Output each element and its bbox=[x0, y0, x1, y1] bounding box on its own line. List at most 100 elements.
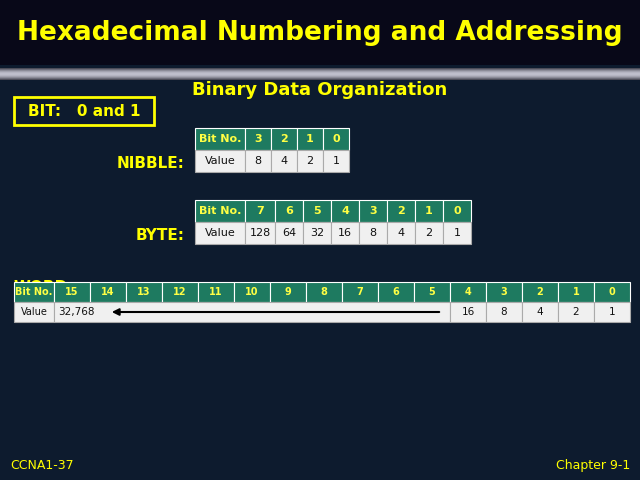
Bar bbox=[195, 200, 245, 222]
Bar bbox=[0, 69, 640, 70]
Text: 12: 12 bbox=[173, 287, 187, 297]
Text: 4: 4 bbox=[397, 228, 404, 238]
Bar bbox=[443, 222, 471, 244]
Text: Chapter 9-1: Chapter 9-1 bbox=[556, 459, 630, 472]
Bar bbox=[245, 200, 275, 222]
Bar bbox=[297, 150, 323, 172]
Text: 10: 10 bbox=[245, 287, 259, 297]
Bar bbox=[275, 200, 303, 222]
Text: 2: 2 bbox=[397, 206, 405, 216]
Text: Bit No.: Bit No. bbox=[199, 134, 241, 144]
Text: 4: 4 bbox=[280, 156, 287, 166]
Text: 1: 1 bbox=[306, 134, 314, 144]
Text: 16: 16 bbox=[461, 307, 475, 317]
Bar bbox=[522, 282, 558, 302]
Text: 7: 7 bbox=[256, 206, 264, 216]
Text: Bit No.: Bit No. bbox=[199, 206, 241, 216]
Bar bbox=[331, 200, 359, 222]
Text: CCNA1-37: CCNA1-37 bbox=[10, 459, 74, 472]
Text: 2: 2 bbox=[307, 156, 314, 166]
Text: 8: 8 bbox=[500, 307, 508, 317]
Bar bbox=[0, 73, 640, 74]
Bar bbox=[54, 282, 90, 302]
Bar bbox=[0, 68, 640, 69]
Text: 8: 8 bbox=[255, 156, 262, 166]
Bar bbox=[378, 282, 414, 302]
Text: 11: 11 bbox=[209, 287, 223, 297]
Text: Bit No.: Bit No. bbox=[15, 287, 52, 297]
Bar bbox=[450, 282, 486, 302]
Bar bbox=[306, 282, 342, 302]
Text: 1: 1 bbox=[609, 307, 615, 317]
Bar bbox=[415, 222, 443, 244]
Text: 1: 1 bbox=[454, 228, 461, 238]
Text: Value: Value bbox=[205, 228, 236, 238]
Bar bbox=[271, 128, 297, 150]
Text: 7: 7 bbox=[356, 287, 364, 297]
Bar bbox=[0, 74, 640, 75]
Text: 2: 2 bbox=[426, 228, 433, 238]
Bar bbox=[0, 76, 640, 77]
Bar bbox=[303, 200, 331, 222]
Bar bbox=[14, 282, 54, 302]
Bar bbox=[245, 150, 271, 172]
Bar bbox=[414, 282, 450, 302]
Bar bbox=[0, 71, 640, 72]
Bar bbox=[270, 282, 306, 302]
Bar bbox=[14, 97, 154, 125]
Bar bbox=[90, 282, 126, 302]
Bar bbox=[450, 302, 486, 322]
Text: 6: 6 bbox=[285, 206, 293, 216]
Bar bbox=[486, 302, 522, 322]
Bar bbox=[0, 72, 640, 73]
Text: WORD:: WORD: bbox=[14, 279, 74, 295]
Text: 128: 128 bbox=[250, 228, 271, 238]
Bar bbox=[594, 282, 630, 302]
Bar bbox=[0, 75, 640, 76]
Text: 5: 5 bbox=[313, 206, 321, 216]
Bar bbox=[271, 150, 297, 172]
Bar bbox=[198, 282, 234, 302]
Bar bbox=[54, 302, 450, 322]
Bar bbox=[415, 200, 443, 222]
Bar bbox=[0, 78, 640, 79]
Text: 9: 9 bbox=[285, 287, 291, 297]
Bar bbox=[195, 222, 245, 244]
Text: 2: 2 bbox=[280, 134, 288, 144]
Text: 16: 16 bbox=[338, 228, 352, 238]
Text: 1: 1 bbox=[425, 206, 433, 216]
Bar bbox=[162, 282, 198, 302]
Text: 5: 5 bbox=[429, 287, 435, 297]
Bar bbox=[275, 222, 303, 244]
Text: 32,768: 32,768 bbox=[58, 307, 95, 317]
Text: 14: 14 bbox=[101, 287, 115, 297]
Text: 4: 4 bbox=[465, 287, 472, 297]
Text: 2: 2 bbox=[536, 287, 543, 297]
Bar bbox=[359, 222, 387, 244]
Bar bbox=[486, 282, 522, 302]
Text: NIBBLE:: NIBBLE: bbox=[117, 156, 185, 171]
Bar bbox=[0, 0, 640, 65]
Bar bbox=[297, 128, 323, 150]
Text: 1: 1 bbox=[573, 287, 579, 297]
Text: 3: 3 bbox=[369, 206, 377, 216]
Bar bbox=[303, 222, 331, 244]
Text: 0: 0 bbox=[332, 134, 340, 144]
Bar bbox=[387, 222, 415, 244]
Bar bbox=[331, 222, 359, 244]
Text: Hexadecimal Numbering and Addressing: Hexadecimal Numbering and Addressing bbox=[17, 20, 623, 46]
Text: 1: 1 bbox=[333, 156, 339, 166]
Text: 3: 3 bbox=[500, 287, 508, 297]
Text: 8: 8 bbox=[369, 228, 376, 238]
Text: 15: 15 bbox=[65, 287, 79, 297]
Bar bbox=[323, 128, 349, 150]
Bar bbox=[342, 282, 378, 302]
Bar bbox=[387, 200, 415, 222]
Text: 4: 4 bbox=[537, 307, 543, 317]
Bar bbox=[245, 128, 271, 150]
Text: BIT:   0 and 1: BIT: 0 and 1 bbox=[28, 104, 140, 119]
Bar bbox=[443, 200, 471, 222]
Text: Binary Data Organization: Binary Data Organization bbox=[193, 81, 447, 99]
Bar bbox=[0, 79, 640, 80]
Bar bbox=[594, 302, 630, 322]
